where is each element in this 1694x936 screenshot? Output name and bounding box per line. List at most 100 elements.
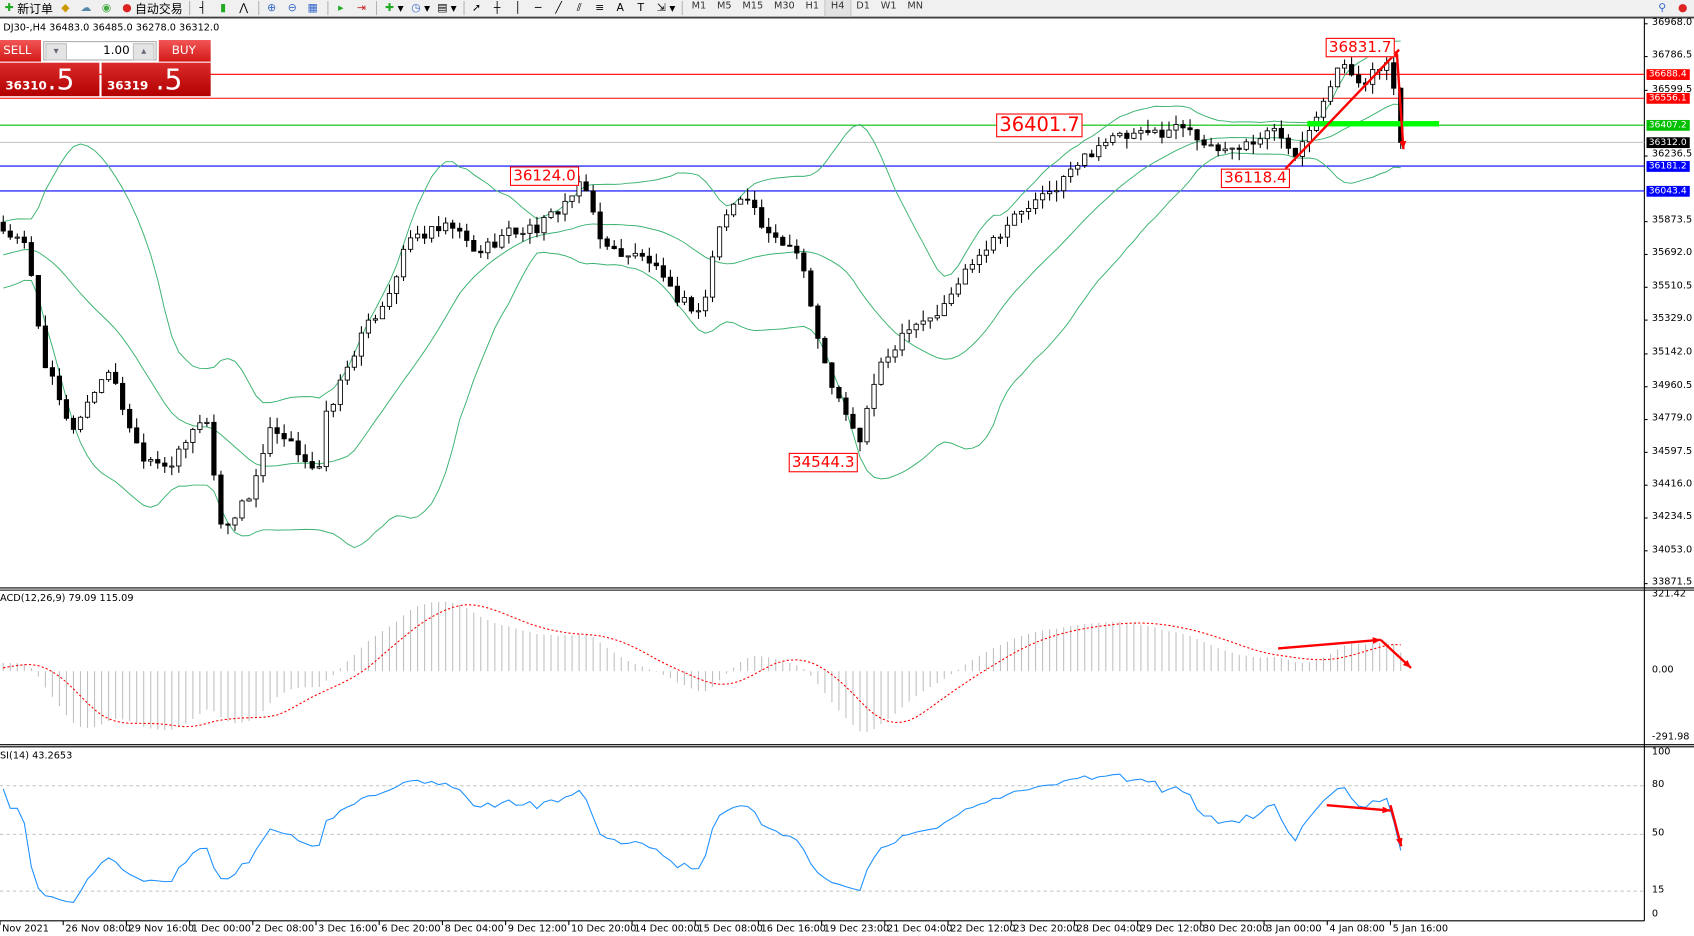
bullish-candle (337, 379, 343, 405)
bullish-candle (1018, 211, 1025, 215)
price-level-tag: 36312.0 (1646, 136, 1690, 148)
search-icon: ⚲ (1658, 2, 1667, 15)
timeframe-h4[interactable]: H4 (824, 0, 851, 17)
new-order-icon: ✚ (4, 2, 14, 15)
bullish-candle (506, 227, 512, 236)
candlestick-icon: ▮ (220, 2, 227, 15)
candlestick-button[interactable]: ▮ (214, 0, 235, 16)
fibonacci-button[interactable]: ≡ (591, 0, 612, 16)
cursor-button[interactable]: ➚ (467, 0, 488, 16)
bullish-candle (77, 416, 84, 430)
bearish-candle (794, 245, 800, 254)
cursor-icon: ➚ (472, 2, 482, 15)
text-label-button[interactable]: T (632, 0, 653, 16)
bullish-candle (14, 236, 20, 239)
bullish-candle (738, 198, 744, 205)
bullish-candle (1054, 190, 1060, 193)
bearish-candle (113, 371, 119, 384)
periods-button[interactable]: ◷ ▾ (411, 1, 431, 16)
bullish-candle (527, 224, 533, 234)
time-axis-label: 19 Dec 23:00 (823, 924, 890, 935)
bullish-candle (1341, 64, 1348, 69)
timeframe-m30[interactable]: M30 (773, 1, 795, 12)
bar-chart-icon: ┤ (199, 2, 206, 15)
bearish-candle (42, 325, 48, 369)
timeframe-mn[interactable]: MN (907, 1, 924, 12)
arrows-button[interactable]: ⇲ ▾ (656, 1, 676, 16)
sell-button[interactable]: SELL (0, 39, 42, 62)
arrows-icon: ⇲ (656, 2, 666, 15)
bullish-candle (899, 332, 905, 351)
chart-window[interactable] (0, 17, 1694, 936)
zoom-in-button[interactable]: ⊕ (263, 0, 284, 16)
bearish-candle (1292, 147, 1298, 157)
bullish-candle (400, 248, 407, 278)
bearish-candle (815, 305, 821, 339)
time-axis-label: 26 Nov 08:00 (65, 924, 131, 935)
navigator-button[interactable]: ◆ (56, 0, 77, 16)
timeframe-d1[interactable]: D1 (856, 1, 870, 12)
indicators-button[interactable]: ✚ ▾ (384, 1, 404, 16)
bearish-candle (295, 440, 301, 456)
price-axis-label: 35692.0 (1651, 247, 1693, 259)
ask-price-button[interactable]: 36319.5 (101, 62, 211, 97)
bearish-candle (597, 211, 603, 240)
bullish-candle (1264, 130, 1270, 140)
price-axis-label: 33871.5 (1651, 577, 1693, 588)
notifications-button[interactable]: ● (1674, 0, 1694, 16)
price-level-tag: 36181.2 (1646, 160, 1690, 172)
bullish-candle (990, 237, 997, 251)
timeframe-m15[interactable]: M15 (742, 1, 764, 12)
rsi-axis-label: 0 (1651, 908, 1659, 920)
chart-shift-button[interactable]: ⇥ (352, 0, 373, 16)
buy-button[interactable]: BUY (158, 39, 211, 62)
bearish-candle (56, 375, 63, 401)
one-click-trading-panel: SELL ▼ 1.00 ▲ BUY 36310.5 36319.5 (0, 39, 211, 97)
text-button[interactable]: A (611, 0, 632, 16)
horizontal-line-button[interactable]: ─ (529, 0, 550, 16)
bearish-candle (464, 230, 470, 241)
trendline-button[interactable]: ╱ (549, 0, 570, 16)
rsi-arrow-flat-head (1382, 806, 1391, 814)
bullish-candle (1152, 129, 1158, 133)
search-button[interactable]: ⚲ (1653, 0, 1674, 16)
bearish-candle (836, 386, 842, 399)
bearish-candle (288, 438, 294, 442)
timeframe-m5[interactable]: M5 (716, 1, 732, 12)
separator (189, 1, 191, 16)
lot-increase-button[interactable]: ▲ (132, 43, 155, 61)
bullish-candle (1222, 148, 1228, 152)
bollinger-middle-band (3, 103, 1401, 467)
bullish-candle (386, 292, 393, 307)
vertical-line-button[interactable]: │ (508, 0, 529, 16)
auto-scroll-button[interactable]: ▸ (332, 0, 353, 16)
timeframe-m1[interactable]: M1 (691, 1, 707, 12)
tile-windows-button[interactable]: ▦ (304, 0, 325, 16)
lot-size-input[interactable]: ▼ 1.00 ▲ (43, 41, 157, 61)
bullish-candle (183, 442, 189, 450)
bearish-candle (1180, 124, 1186, 129)
crosshair-button[interactable]: ┼ (488, 0, 509, 16)
bearish-candle (218, 474, 224, 525)
line-chart-button[interactable]: ⋀ (234, 0, 255, 16)
timeframe-w1[interactable]: W1 (880, 1, 897, 12)
zoom-out-button[interactable]: ⊖ (283, 0, 304, 16)
signals-button[interactable]: ☁ (77, 0, 98, 16)
timeframe-h1[interactable]: H1 (805, 1, 820, 12)
price-axis-label: 35510.5 (1651, 280, 1693, 292)
templates-button[interactable]: ▤ ▾ (437, 1, 457, 16)
bar-chart-button[interactable]: ┤ (193, 0, 214, 16)
channel-button[interactable]: ⫽ (570, 0, 591, 16)
new-order-button[interactable]: ✚ 新订单 (4, 1, 53, 16)
broadcast-button[interactable]: ◉ (97, 0, 118, 16)
lot-decrease-button[interactable]: ▼ (45, 43, 67, 61)
bearish-candle (850, 413, 856, 429)
trend-arrow-up (1284, 48, 1400, 170)
auto-trading-button[interactable]: ● 自动交易 (122, 1, 183, 16)
bullish-candle (997, 236, 1004, 239)
price-axis-label: 36236.5 (1651, 149, 1693, 161)
bullish-candle (976, 254, 982, 265)
macd-axis-label: 321.42 (1651, 589, 1686, 600)
bid-price-button[interactable]: 36310.5 (0, 62, 100, 97)
